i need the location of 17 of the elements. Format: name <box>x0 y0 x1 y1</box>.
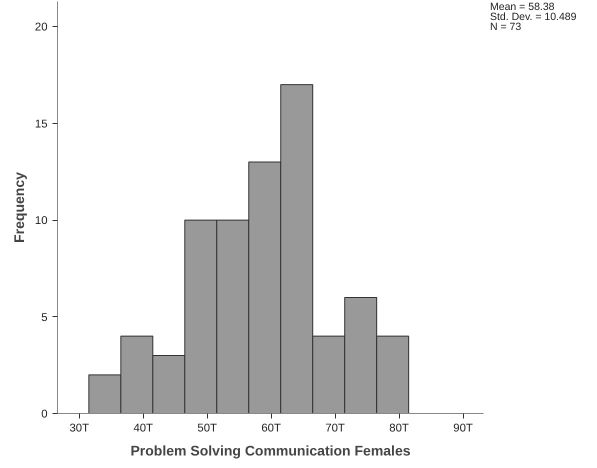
y-tick-label: 20 <box>34 22 48 34</box>
text: Mean = 58.38 <box>490 1 555 13</box>
y-axis-title: Frequency <box>10 172 27 243</box>
x-tick-label: 60T <box>261 422 281 434</box>
x-tick-label: 30T <box>69 422 90 434</box>
text: N = 73 <box>490 21 522 33</box>
x-tick-label: 70T <box>325 422 345 434</box>
y-tick-label: 0 <box>41 408 48 420</box>
x-tick-label: 80T <box>389 422 409 434</box>
y-tick-label: 15 <box>34 118 48 130</box>
x-tick-label: 90T <box>453 422 473 434</box>
text: Std. Dev. = 10.489 <box>490 11 576 23</box>
x-axis-title: Problem Solving Communication Females <box>130 442 411 458</box>
y-tick-label: 5 <box>41 312 48 324</box>
y-tick-label: 10 <box>34 215 48 228</box>
x-tick-label: 50T <box>197 422 218 434</box>
x-tick-label: 40T <box>133 422 154 434</box>
